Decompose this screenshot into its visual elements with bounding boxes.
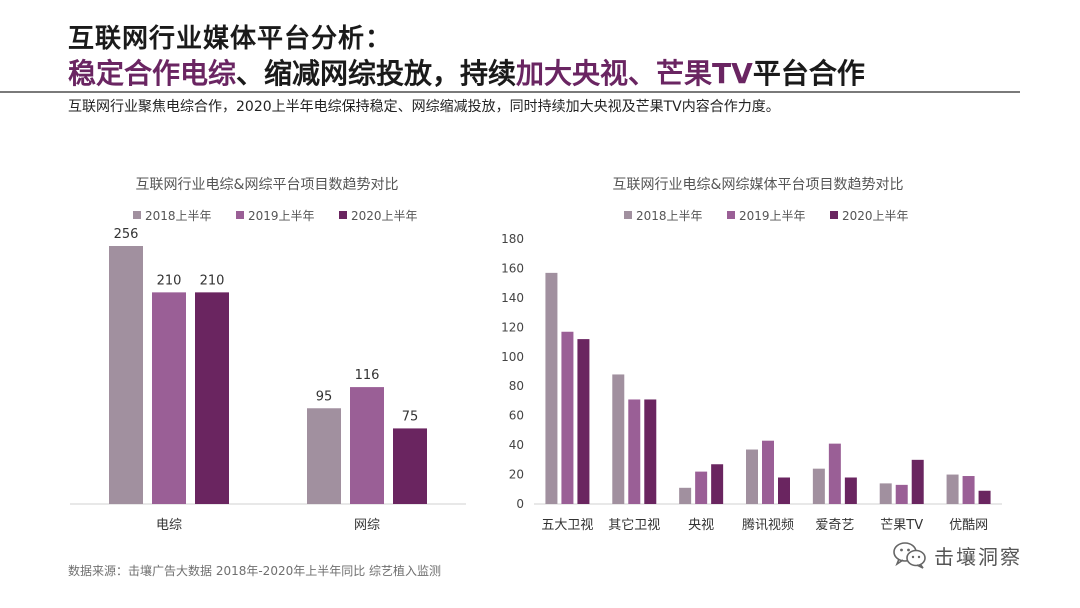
bar [644,399,657,504]
legend-swatch [236,211,244,219]
bar [577,339,590,504]
bar [695,471,708,504]
legend-label: 2018上半年 [636,209,703,223]
bar [911,459,924,504]
x-category-label: 优酷网 [949,518,988,533]
bar-data-label: 210 [200,273,225,288]
legend-label: 2018上半年 [145,209,212,223]
legend-label: 2020上半年 [351,209,418,223]
page-title: 互联网行业媒体平台分析： [68,24,393,54]
x-category-label: 网综 [354,518,380,533]
bar [895,484,908,504]
y-tick-label: 60 [509,409,524,423]
bar [746,449,758,504]
bar [152,292,186,504]
bar [844,477,857,504]
bar [828,443,841,504]
page-headline: 稳定合作电综、缩减网综投放，持续加大央视、芒果TV平台合作 [68,52,865,92]
bar [393,428,427,504]
bar [679,487,692,504]
bar-data-label: 210 [157,273,182,288]
y-tick-label: 80 [509,379,524,393]
bar [109,246,143,504]
legend-swatch [133,211,141,219]
headline-highlight-1: 稳定合作电综 [68,57,237,90]
bar [195,292,229,504]
x-category-label: 电综 [156,518,182,533]
bar [962,476,975,504]
y-tick-label: 40 [509,438,524,452]
y-tick-label: 160 [501,261,524,275]
chart-title: 互联网行业电综&网综平台项目数趋势对比 [136,177,399,193]
headline-text-2: 平台合作 [752,57,865,90]
y-tick-label: 0 [516,497,524,511]
legend-swatch [830,211,838,219]
data-source-note: 数据来源：击壤广告大数据 2018年-2020年上半年同比 综艺植入监测 [68,564,442,578]
y-tick-label: 120 [501,320,524,334]
bar-data-label: 256 [114,227,139,242]
bar [778,477,790,504]
x-category-label: 腾讯视频 [742,517,794,533]
x-category-label: 五大卫视 [541,518,593,533]
bar [628,399,641,504]
bar [978,490,991,504]
legend-label: 2020上半年 [842,209,909,223]
legend-label: 2019上半年 [248,209,315,223]
bar [812,468,825,504]
bar-data-label: 116 [355,368,380,383]
bar [762,440,774,504]
bar-data-label: 95 [316,389,333,404]
x-category-label: 爱奇艺 [815,517,854,533]
legend-label: 2019上半年 [739,209,806,223]
title-divider [0,91,1020,93]
bar [711,464,724,504]
bar [561,331,574,504]
legend-swatch [624,211,632,219]
x-category-label: 芒果TV [880,517,923,533]
x-category-label: 其它卫视 [608,517,660,533]
legend-swatch [727,211,735,219]
watermark-text: 击壤洞察 [934,544,1022,569]
wechat-icon [893,542,926,569]
bar [307,408,341,504]
page-subtitle: 互联网行业聚焦电综合作，2020上半年电综保持稳定、网综缩减投放，同时持续加大央… [68,99,780,115]
watermark: 击壤洞察 [892,540,1022,570]
y-tick-label: 180 [501,232,524,246]
bar [545,272,558,504]
bar [879,483,892,504]
headline-highlight-2: 加大央视、芒果TV [516,57,753,90]
chart-title: 互联网行业电综&网综媒体平台项目数趋势对比 [613,177,904,193]
y-tick-label: 20 [509,468,524,482]
legend-swatch [339,211,347,219]
bar-data-label: 75 [402,409,419,424]
bar [946,474,959,504]
headline-text-1: 、缩减网综投放，持续 [236,57,517,90]
y-tick-label: 100 [501,350,524,364]
x-category-label: 央视 [688,518,714,533]
bar [350,387,384,504]
bar [612,374,625,504]
y-tick-label: 140 [501,291,524,305]
